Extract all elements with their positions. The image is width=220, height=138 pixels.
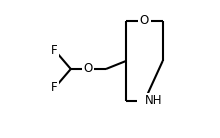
Text: F: F — [51, 81, 58, 94]
Text: O: O — [140, 14, 149, 27]
Text: F: F — [51, 44, 58, 57]
Text: NH: NH — [145, 94, 162, 107]
Text: O: O — [84, 63, 93, 75]
